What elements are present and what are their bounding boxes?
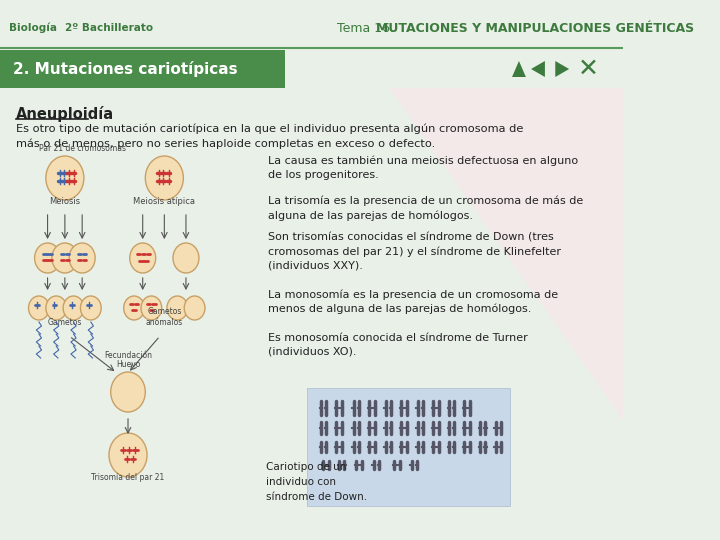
Circle shape	[173, 243, 199, 273]
Circle shape	[35, 243, 60, 273]
Circle shape	[145, 156, 184, 200]
Polygon shape	[512, 61, 526, 77]
Circle shape	[141, 296, 162, 320]
Circle shape	[29, 296, 49, 320]
Text: Gametos: Gametos	[48, 318, 82, 327]
Circle shape	[46, 296, 66, 320]
Circle shape	[184, 296, 205, 320]
Text: MUTACIONES Y MANIPULACIONES GENÉTICAS: MUTACIONES Y MANIPULACIONES GENÉTICAS	[377, 22, 694, 35]
Polygon shape	[531, 61, 545, 77]
Text: Es otro tipo de mutación cariotípica en la que el individuo presenta algún cromo: Es otro tipo de mutación cariotípica en …	[16, 124, 523, 149]
Circle shape	[130, 243, 156, 273]
Text: Par 21 de cromosomas: Par 21 de cromosomas	[39, 144, 126, 153]
Text: ✕: ✕	[577, 57, 598, 81]
Text: La trisomía es la presencia de un cromosoma de más de
alguna de las parejas de h: La trisomía es la presencia de un cromos…	[268, 196, 583, 221]
FancyBboxPatch shape	[0, 0, 623, 50]
Circle shape	[81, 296, 102, 320]
Polygon shape	[390, 88, 623, 420]
Text: Huevo: Huevo	[116, 360, 140, 369]
Circle shape	[69, 243, 95, 273]
Circle shape	[46, 156, 84, 200]
Circle shape	[167, 296, 188, 320]
Text: Tema 16.: Tema 16.	[338, 22, 398, 35]
Text: Cariotipo de un
individuo con
síndrome de Down.: Cariotipo de un individuo con síndrome d…	[266, 462, 367, 502]
Circle shape	[52, 243, 78, 273]
Text: Es monosomía conocida el síndrome de Turner
(individuos XO).: Es monosomía conocida el síndrome de Tur…	[268, 333, 528, 357]
Circle shape	[124, 296, 145, 320]
Circle shape	[109, 433, 147, 477]
Circle shape	[111, 372, 145, 412]
Text: Fecundación: Fecundación	[104, 351, 152, 360]
Text: 2. Mutaciones cariotípicas: 2. Mutaciones cariotípicas	[13, 61, 238, 77]
Text: La monosomía es la presencia de un cromosoma de
menos de alguna de las parejas d: La monosomía es la presencia de un cromo…	[268, 289, 558, 314]
Text: Trisomía del par 21: Trisomía del par 21	[91, 473, 165, 482]
Text: Meiosis atípica: Meiosis atípica	[133, 197, 195, 206]
FancyBboxPatch shape	[0, 50, 285, 88]
Text: Son trisomías conocidas el síndrome de Down (tres
cromosomas del par 21) y el sí: Son trisomías conocidas el síndrome de D…	[268, 232, 561, 271]
Text: Biología: Biología	[9, 23, 57, 33]
FancyBboxPatch shape	[307, 388, 510, 506]
Text: Gametos
anómalos: Gametos anómalos	[145, 307, 183, 327]
Text: 2º Bachillerato: 2º Bachillerato	[65, 23, 153, 33]
Circle shape	[63, 296, 84, 320]
Polygon shape	[555, 61, 569, 77]
Text: Aneuploidía: Aneuploidía	[16, 106, 114, 122]
Text: Meiosis: Meiosis	[49, 197, 81, 206]
Text: La causa es también una meiosis defectuosa en alguno
de los progenitores.: La causa es también una meiosis defectuo…	[268, 155, 578, 179]
